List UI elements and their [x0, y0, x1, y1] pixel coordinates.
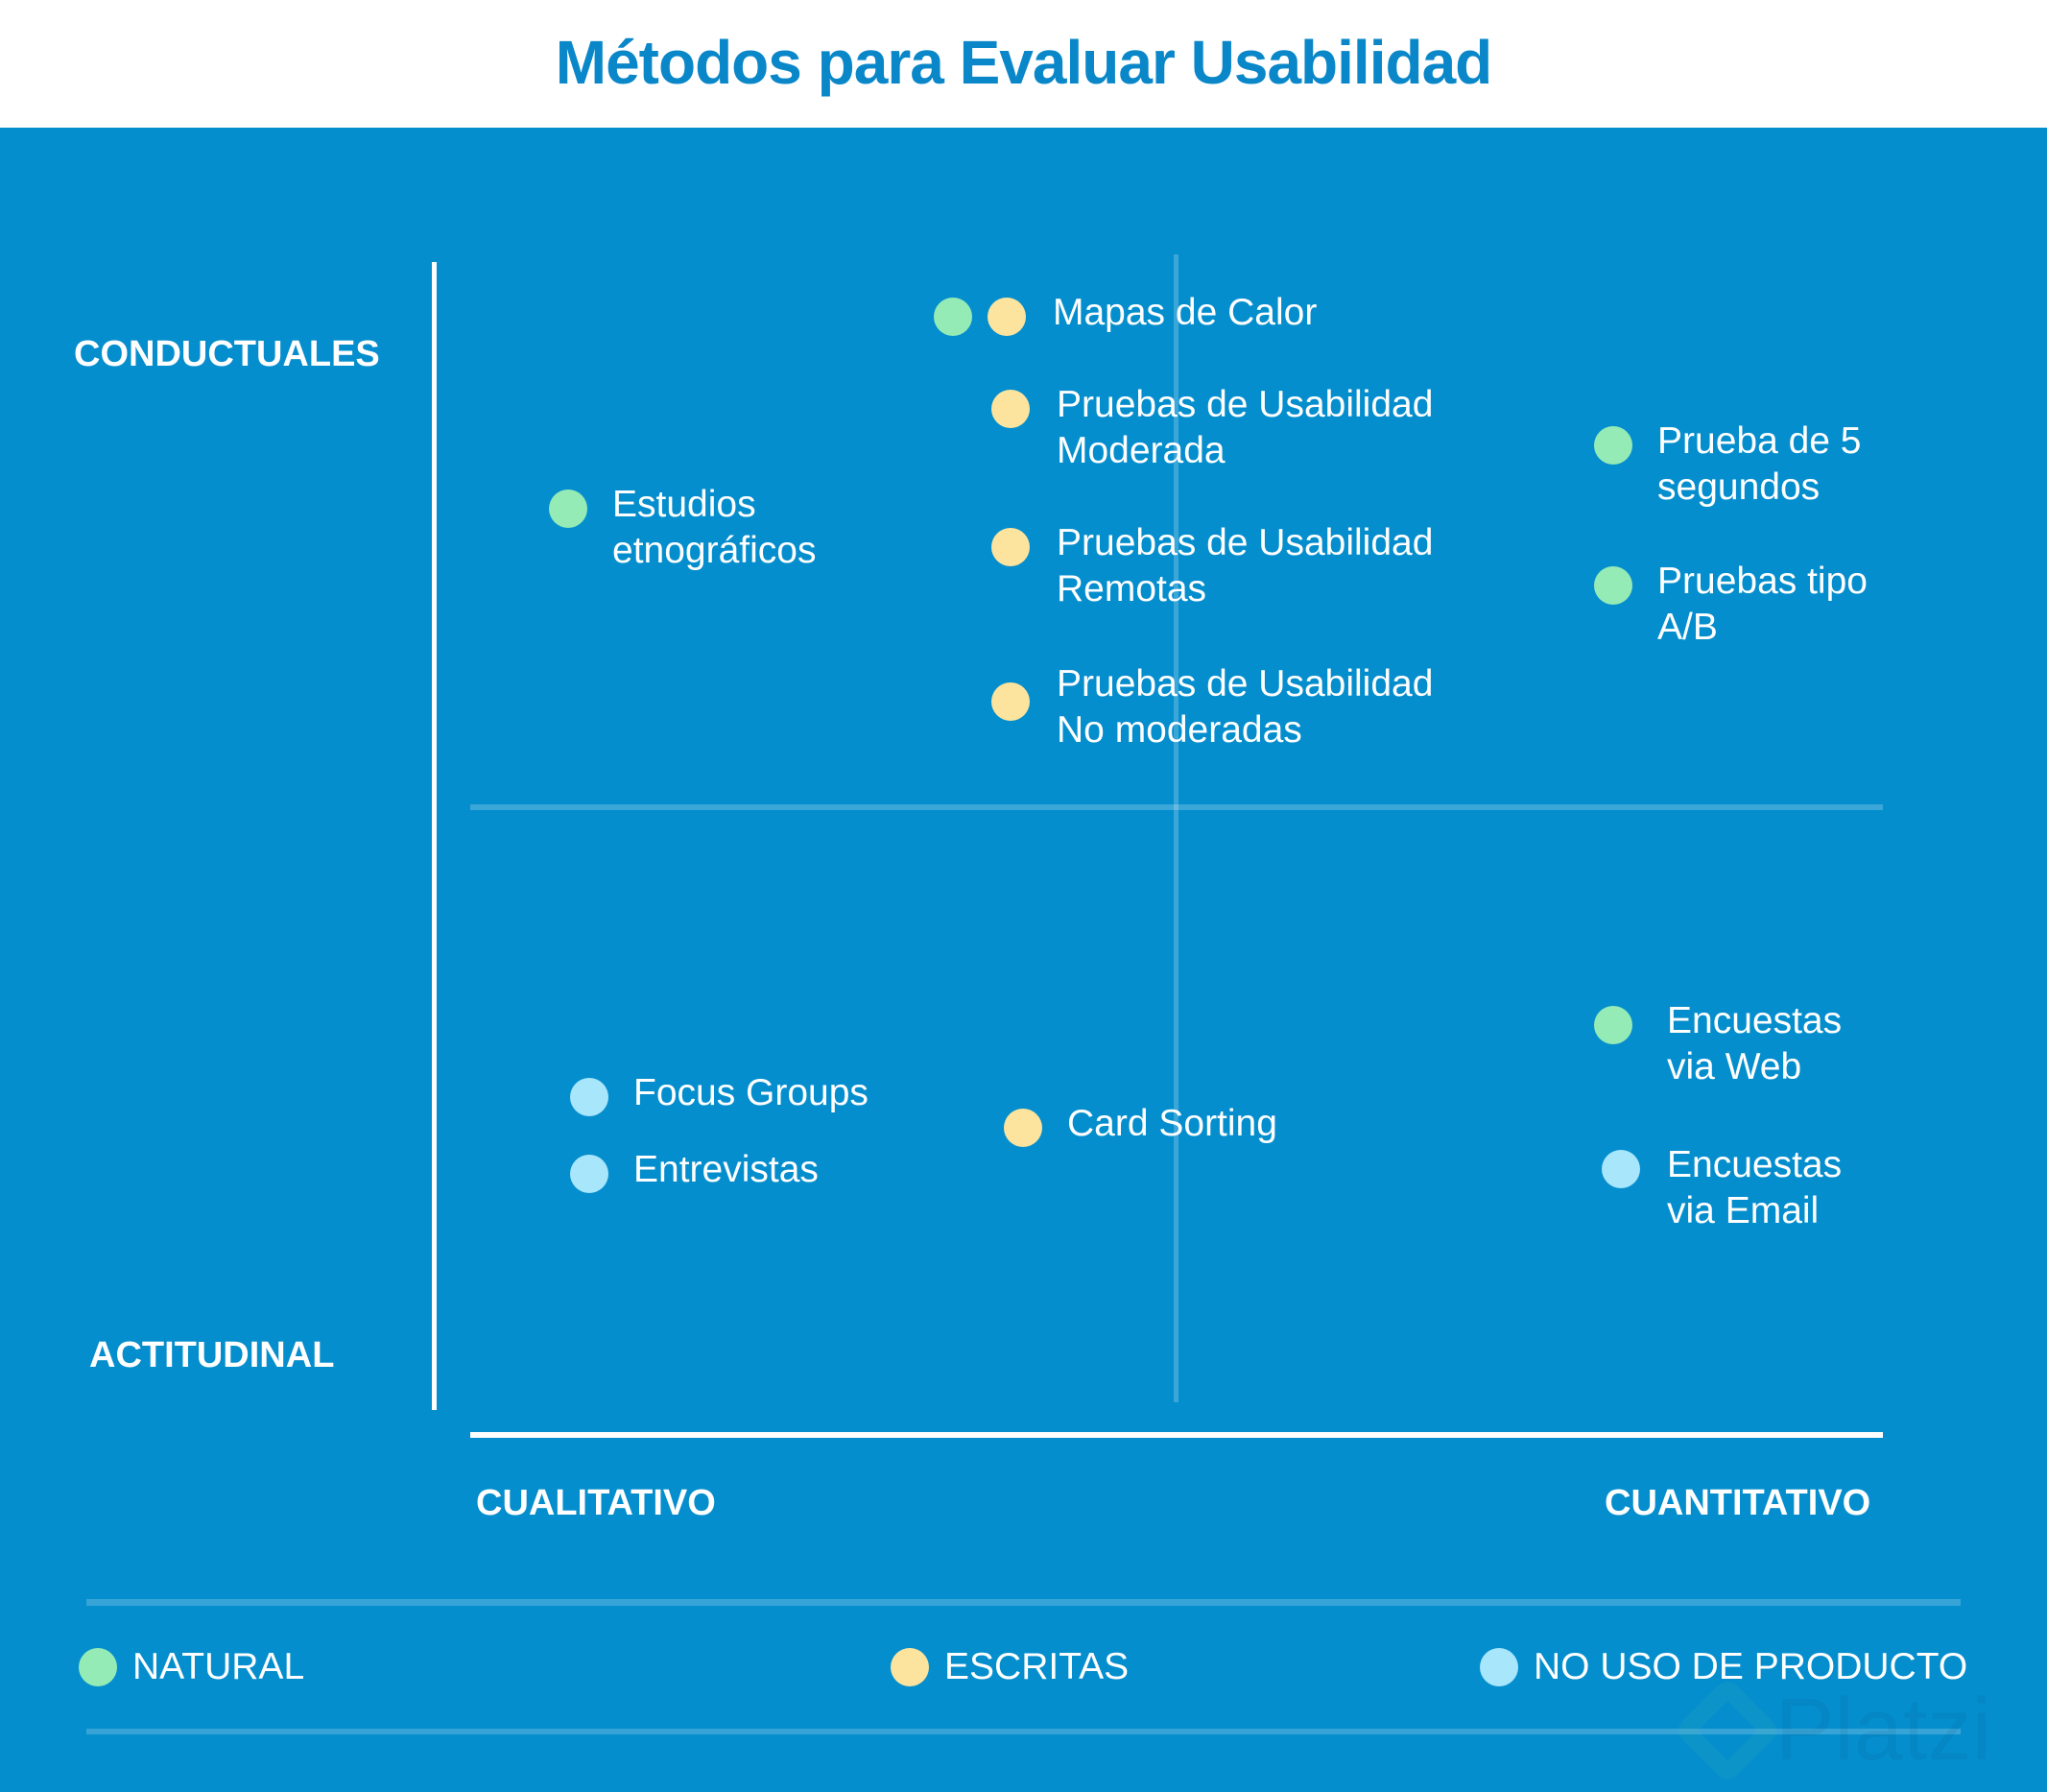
header: Métodos para Evaluar Usabilidad: [0, 0, 2047, 128]
vertical-quadrant-divider: [1174, 254, 1178, 1402]
method-mapas-de-calor: Mapas de Calor: [934, 290, 1317, 336]
method-card-sorting: Card Sorting: [1004, 1101, 1277, 1147]
method-label-line: Encuestas: [1667, 1000, 1843, 1041]
method-label-line: segundos: [1657, 466, 1821, 508]
legend-natural: NATURAL: [79, 1646, 304, 1688]
method-label-line: Card Sorting: [1067, 1103, 1277, 1144]
method-label-line: A/B: [1657, 607, 1718, 648]
method-pruebas-usabilidad-moderada: Pruebas de Usabilidad Moderada: [991, 382, 1433, 474]
green-dot-icon: [1594, 426, 1632, 465]
method-label-line: Prueba de 5: [1657, 420, 1862, 462]
horizontal-quadrant-divider: [470, 804, 1883, 810]
green-dot-icon: [79, 1648, 117, 1686]
watermark-text: Platzi: [1775, 1681, 1991, 1779]
method-label-line: Moderada: [1057, 430, 1226, 471]
y-axis-bottom-label: ACTITUDINAL: [89, 1335, 335, 1375]
method-label-line: Focus Groups: [633, 1072, 869, 1113]
method-pruebas-usabilidad-no-moderadas: Pruebas de Usabilidad No moderadas: [991, 661, 1433, 753]
x-axis-line: [470, 1432, 1883, 1438]
method-pruebas-tipo-ab: Pruebas tipo A/B: [1594, 559, 1868, 651]
green-dot-icon: [549, 490, 587, 528]
method-label-line: via Email: [1667, 1190, 1820, 1231]
green-dot-icon: [1594, 1006, 1632, 1044]
yellow-dot-icon: [1004, 1109, 1042, 1147]
green-dot-icon: [934, 298, 972, 336]
yellow-dot-icon: [991, 682, 1030, 721]
method-label-line: via Web: [1667, 1046, 1802, 1087]
method-estudios-etnograficos: Estudios etnográficos: [549, 482, 816, 574]
method-label-line: Remotas: [1057, 568, 1207, 609]
method-label-line: Pruebas de Usabilidad: [1057, 663, 1434, 705]
light-blue-dot-icon: [1480, 1648, 1518, 1686]
method-label-line: Pruebas de Usabilidad: [1057, 522, 1434, 563]
method-entrevistas: Entrevistas: [570, 1147, 819, 1193]
method-label-line: Estudios: [612, 484, 756, 525]
method-pruebas-usabilidad-remotas: Pruebas de Usabilidad Remotas: [991, 520, 1433, 612]
method-label-line: Entrevistas: [633, 1149, 819, 1190]
light-blue-dot-icon: [570, 1078, 608, 1116]
method-encuestas-email: Encuestas via Email: [1602, 1142, 1842, 1234]
legend-escritas: ESCRITAS: [891, 1646, 1129, 1688]
method-label-line: Pruebas tipo: [1657, 561, 1868, 602]
legend-top-divider: [86, 1599, 1961, 1606]
yellow-dot-icon: [988, 298, 1026, 336]
method-label-line: Mapas de Calor: [1053, 292, 1318, 333]
method-label-line: etnográficos: [612, 530, 817, 571]
x-axis-right-label: CUANTITATIVO: [1605, 1483, 1871, 1523]
light-blue-dot-icon: [1602, 1150, 1640, 1188]
platzi-watermark: Platzi: [1673, 1675, 1991, 1785]
yellow-dot-icon: [891, 1648, 929, 1686]
light-blue-dot-icon: [570, 1155, 608, 1193]
yellow-dot-icon: [991, 528, 1030, 566]
green-dot-icon: [1594, 566, 1632, 605]
x-axis-left-label: CUALITATIVO: [476, 1483, 716, 1523]
y-axis-top-label: CONDUCTUALES: [74, 334, 380, 374]
legend-no-uso-de-producto: NO USO DE PRODUCTO: [1480, 1646, 1967, 1688]
legend-bottom-divider: [86, 1729, 1961, 1734]
method-label-line: No moderadas: [1057, 709, 1302, 751]
method-encuestas-web: Encuestas via Web: [1594, 998, 1842, 1090]
page-title: Métodos para Evaluar Usabilidad: [555, 27, 1492, 97]
method-prueba-5-segundos: Prueba de 5 segundos: [1594, 418, 1862, 511]
method-focus-groups: Focus Groups: [570, 1070, 869, 1116]
platzi-logo-icon: [1673, 1675, 1782, 1785]
method-label-line: Pruebas de Usabilidad: [1057, 384, 1434, 425]
y-axis-line: [432, 262, 437, 1410]
yellow-dot-icon: [991, 390, 1030, 428]
method-label-line: Encuestas: [1667, 1144, 1843, 1185]
